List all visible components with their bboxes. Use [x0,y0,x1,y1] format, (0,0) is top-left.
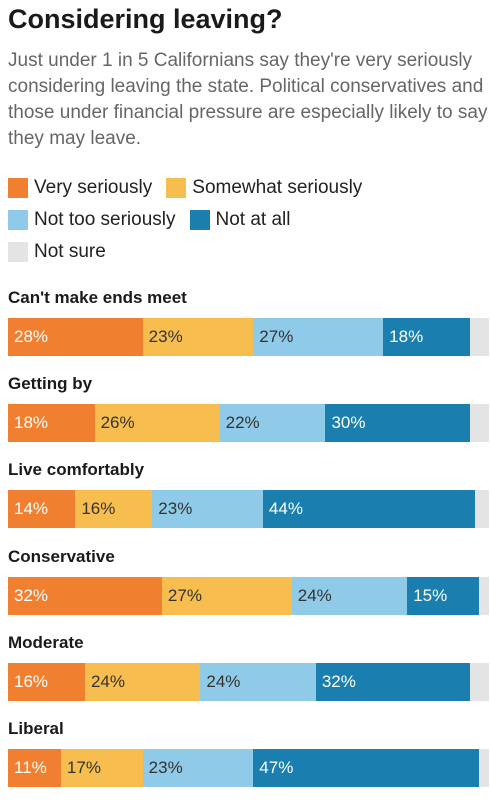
data-label: 15% [413,586,448,605]
bar-segment-not-at-all: 15% [407,577,480,615]
legend-swatch [189,210,210,230]
chart-title: Considering leaving? [8,4,283,34]
bar-segment-very-seriously: 28% [8,318,143,356]
legend-swatch [8,178,28,198]
legend-swatch [8,242,28,262]
bar-segment-not-too-seriously: 22% [219,404,326,442]
bar-segment-somewhat-seriously: 17% [60,749,143,787]
legend-item-not-too-seriously: Not too seriously [8,209,176,231]
data-label: 32% [321,672,356,691]
category-label-can-t-make-ends-meet: Can't make ends meet [8,288,187,307]
legend-label: Not at all [215,209,291,230]
category-label-conservative: Conservative [8,547,115,566]
bar-segment-not-sure [469,663,489,701]
data-label: 30% [331,413,366,432]
data-label: 24% [90,672,125,691]
data-label: 18% [389,327,424,346]
data-label: 44% [268,499,303,518]
data-label: 18% [14,413,49,432]
legend-row: Very seriously Somewhat seriously [8,173,488,203]
category-label-live-comfortably: Live comfortably [8,460,145,479]
data-label: 17% [66,758,101,777]
data-label: 24% [297,586,332,605]
bar-segment-very-seriously: 16% [8,663,85,701]
legend-swatch [166,178,187,198]
bar-segment-not-at-all: 47% [253,749,480,787]
bar-getting-by: 18% 26% 22% 30% [8,404,489,442]
bar-segment-not-at-all: 30% [325,404,470,442]
bar-liberal: 11% 17% 23% 47% [8,749,489,787]
bar-segment-not-too-seriously: 23% [152,490,263,528]
bar-segment-somewhat-seriously: 23% [142,318,254,356]
bar-segment-somewhat-seriously: 27% [161,577,292,615]
legend: Very seriously Somewhat seriously Not too … [8,173,488,269]
bar-live-comfortably: 14% 16% 23% 44% [8,490,489,528]
data-label: 32% [14,586,49,605]
data-label: 16% [81,499,116,518]
legend-item-somewhat-seriously: Somewhat seriously [166,177,362,199]
data-label: 23% [148,758,183,777]
bar-segment-very-seriously: 11% [8,749,61,787]
bar-segment-not-too-seriously: 24% [291,577,408,615]
bar-segment-somewhat-seriously: 26% [94,404,220,442]
bar-segment-not-too-seriously: 23% [142,749,254,787]
bar-segment-not-sure [474,490,489,528]
bar-segment-very-seriously: 14% [8,490,76,528]
data-label: 24% [206,672,241,691]
bar-segment-not-sure [469,318,489,356]
legend-item-very-seriously: Very seriously [8,177,152,199]
data-label: 47% [259,758,294,777]
data-label: 23% [158,499,193,518]
category-label-moderate: Moderate [8,633,84,652]
category-label-getting-by: Getting by [8,374,93,393]
data-label: 27% [167,586,202,605]
chart-subtitle: Just under 1 in 5 Californians say they'… [8,50,488,149]
bar-segment-not-at-all: 44% [262,490,475,528]
bar-can-t-make-ends-meet: 28% 23% 27% 18% [8,318,489,356]
legend-label: Very seriously [34,177,153,198]
bar-conservative: 32% 27% 24% 15% [8,577,489,615]
bar-segment-not-too-seriously: 27% [253,318,384,356]
data-label: 23% [148,327,183,346]
legend-label: Somewhat seriously [192,177,363,198]
bar-segment-somewhat-seriously: 16% [75,490,153,528]
legend-row: Not too seriously Not at all [8,205,488,235]
bar-segment-very-seriously: 32% [8,577,162,615]
category-label-liberal: Liberal [8,719,64,738]
legend-item-not-sure: Not sure [8,241,106,263]
data-label: 14% [14,499,49,518]
bar-segment-not-sure [469,404,489,442]
bar-segment-not-too-seriously: 24% [200,663,316,701]
bar-segment-not-sure [479,749,489,787]
data-label: 16% [14,672,49,691]
bar-segment-not-sure [479,577,489,615]
bar-moderate: 16% 24% 24% 32% [8,663,489,701]
data-label: 26% [100,413,135,432]
data-label: 22% [225,413,260,432]
legend-label: Not too seriously [34,209,176,230]
legend-label: Not sure [34,241,106,262]
bar-segment-somewhat-seriously: 24% [84,663,201,701]
bar-segment-not-at-all: 18% [383,318,470,356]
legend-row: Not sure [8,237,488,267]
legend-swatch [8,210,28,230]
data-label: 28% [14,327,49,346]
bar-segment-very-seriously: 18% [8,404,95,442]
bar-segment-not-at-all: 32% [315,663,470,701]
data-label: 27% [259,327,294,346]
legend-item-not-at-all: Not at all [189,209,291,231]
data-label: 11% [14,758,47,777]
